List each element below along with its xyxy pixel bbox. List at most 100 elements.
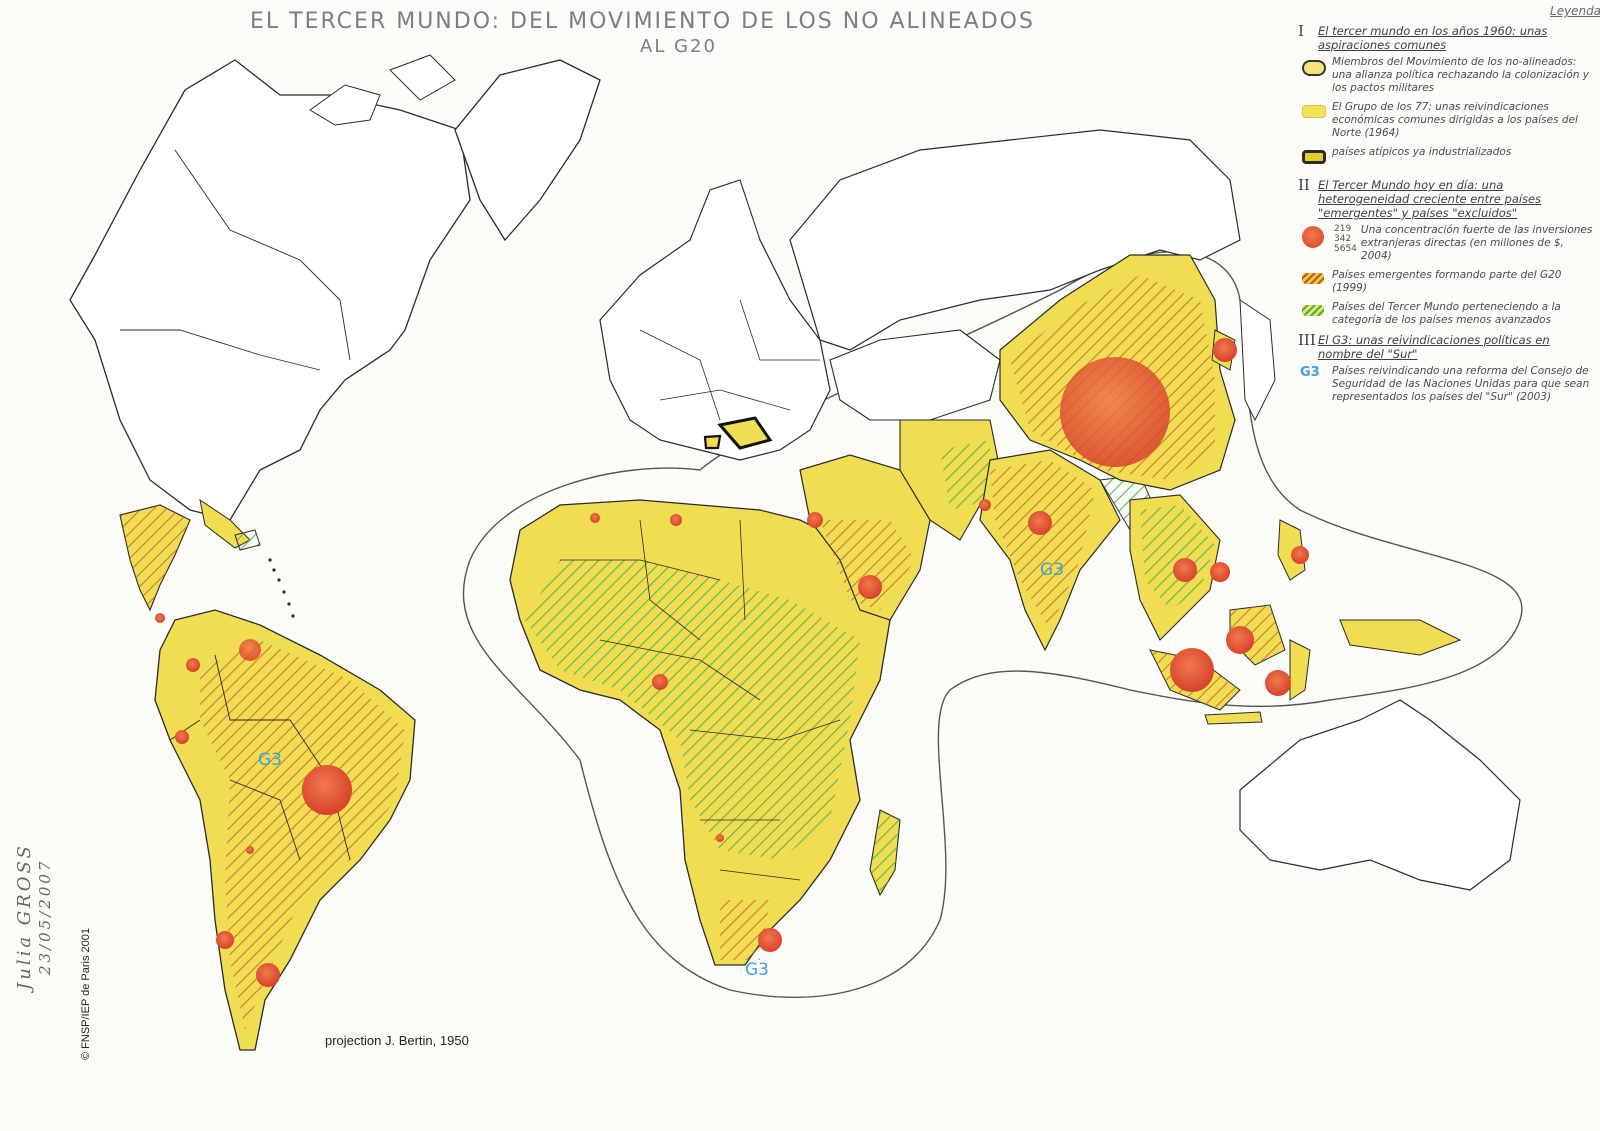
author-date: 23/05/2007 [36, 858, 54, 975]
saudi-arabia-hatch [820, 520, 915, 610]
europe-borders [639, 299, 820, 421]
fdi-circle-angola [716, 834, 724, 842]
fdi-circle-chile [216, 931, 234, 949]
map-legend: Leyenda I El tercer mundo en los años 19… [1298, 4, 1600, 534]
legend-numeral-3: III [1298, 331, 1316, 349]
greenland [454, 59, 601, 242]
legend-item-g77: El Grupo de los 77: unas reivindicacione… [1298, 101, 1594, 140]
madagascar-hatch [870, 810, 900, 895]
third-world-boundary [462, 251, 1523, 999]
fdi-circle-india [1028, 511, 1052, 535]
fdi-circles [155, 338, 1309, 987]
na-internal-borders [174, 149, 351, 361]
fdi-circle-argentina [256, 963, 280, 987]
fdi-scale-max: 219 342 [1334, 224, 1352, 244]
yugoslavia-atypical [717, 416, 773, 450]
red-hatch-swatch-icon [1302, 273, 1324, 284]
legend-section-1: I El tercer mundo en los años 1960: unas… [1298, 22, 1594, 53]
legend-section-1-title: El tercer mundo en los años 1960: unas a… [1318, 24, 1548, 52]
fdi-circle-vietnam [1210, 562, 1230, 582]
legend-numeral-1: I [1298, 22, 1304, 40]
mexico-hatch [120, 505, 190, 610]
africa-borders [560, 519, 841, 881]
legend-symbol [1298, 269, 1332, 295]
outlined-swatch-icon [1302, 150, 1326, 164]
fdi-circle-nigeria [652, 674, 668, 690]
copyright-text: © FNSP/IEP de Paris 2001 [80, 927, 92, 1060]
fdi-circle-philippines [1291, 546, 1309, 564]
fdi-circle-brazil [302, 765, 352, 815]
africa-pma-hatch [525, 560, 860, 860]
legend-text: países atípicos ya industrializados [1332, 146, 1512, 158]
green-hatch-swatch-icon [1302, 305, 1324, 316]
red-circle-icon [1302, 226, 1324, 248]
afghanistan-hatch [940, 440, 990, 510]
legend-symbol [1298, 224, 1332, 250]
sulawesi [1289, 639, 1311, 701]
legend-item-atypical: países atípicos ya industrializados [1298, 146, 1594, 172]
legend-symbol [1298, 101, 1332, 127]
fdi-circle-tunisia [670, 514, 682, 526]
new-guinea [1339, 619, 1462, 656]
legend-item-g3: G3 Países reivindicando una reforma del … [1298, 365, 1594, 404]
central-asia [829, 329, 1001, 421]
fdi-circle-pakistan [979, 499, 991, 511]
fdi-scale-values: 219 342 5654 [1334, 224, 1357, 254]
legend-section-2: II El Tercer Mundo hoy en día: una heter… [1298, 176, 1594, 221]
caribbean-islands [268, 558, 295, 618]
fdi-circle-panama [155, 613, 165, 623]
author-signature: Julia GROSS [14, 843, 35, 990]
legend-numeral-2: II [1298, 176, 1310, 194]
java [1204, 711, 1263, 725]
fdi-scale-min: 5654 [1334, 244, 1357, 254]
legend-item-emergent: Países emergentes formando parte del G20… [1298, 269, 1594, 295]
fdi-circle-colombia [186, 658, 200, 672]
legend-text: Países del Tercer Mundo perteneciendo a … [1332, 301, 1561, 326]
legend-section-3-title: El G3: unas reivindicaciones políticas e… [1318, 333, 1550, 361]
fdi-circle-indonesia [1265, 670, 1291, 696]
fdi-circle-korea [1213, 338, 1237, 362]
legend-section-2-title: El Tercer Mundo hoy en día: una heteroge… [1318, 178, 1542, 220]
japan [1239, 299, 1276, 422]
legend-item-non-aligned: Miembros del Movimiento de los no-alinea… [1298, 56, 1594, 95]
legend-symbol [1298, 301, 1332, 327]
south-africa-hatch [720, 900, 770, 960]
fdi-circle-singapore [1170, 648, 1214, 692]
g3-label-brazil: G3 [258, 750, 282, 770]
fdi-circle-south-africa [758, 928, 782, 952]
fdi-circle-china [1060, 357, 1170, 467]
fdi-circle-morocco [590, 513, 600, 523]
scandinavia [689, 179, 761, 241]
fdi-circle-bolivia [246, 846, 254, 854]
legend-symbol [1298, 146, 1332, 172]
legend-section-3: III El G3: unas reivindicaciones polític… [1298, 331, 1594, 362]
fdi-circle-venezuela [239, 639, 261, 661]
philippines [1277, 519, 1306, 581]
fdi-circle-malaysia [1226, 626, 1254, 654]
g3-label-india: G3 [1040, 560, 1064, 580]
arctic-island [309, 84, 381, 126]
india-hatch [990, 460, 1095, 630]
legend-symbol: G3 [1298, 365, 1332, 391]
yellow-swatch-icon [1302, 105, 1326, 118]
haiti [234, 529, 261, 551]
legend-heading: Leyenda [1550, 4, 1600, 18]
australia [1239, 699, 1521, 891]
sea-pma-hatch [1140, 505, 1215, 610]
map-title-line2: AL G20 [640, 36, 717, 57]
russia [789, 129, 1241, 351]
north-america [69, 59, 471, 521]
legend-text: Países reivindicando una reforma del Con… [1332, 365, 1590, 403]
arctic-island [389, 54, 456, 101]
fdi-circle-egypt [807, 512, 823, 528]
legend-item-fdi: 219 342 5654 Una concentración fuerte de… [1298, 224, 1594, 263]
map-title-line1: EL TERCER MUNDO: DEL MOVIMIENTO DE LOS N… [250, 9, 1035, 34]
g3-symbol: G3 [1300, 365, 1320, 380]
legend-text: Países emergentes formando parte del G20… [1332, 269, 1562, 294]
legend-text: Una concentración fuerte de las inversio… [1360, 224, 1593, 262]
g3-label-south-africa: G3 [745, 960, 769, 980]
legend-text: Miembros del Movimiento de los no-alinea… [1332, 56, 1589, 94]
fdi-circle-peru [175, 730, 189, 744]
